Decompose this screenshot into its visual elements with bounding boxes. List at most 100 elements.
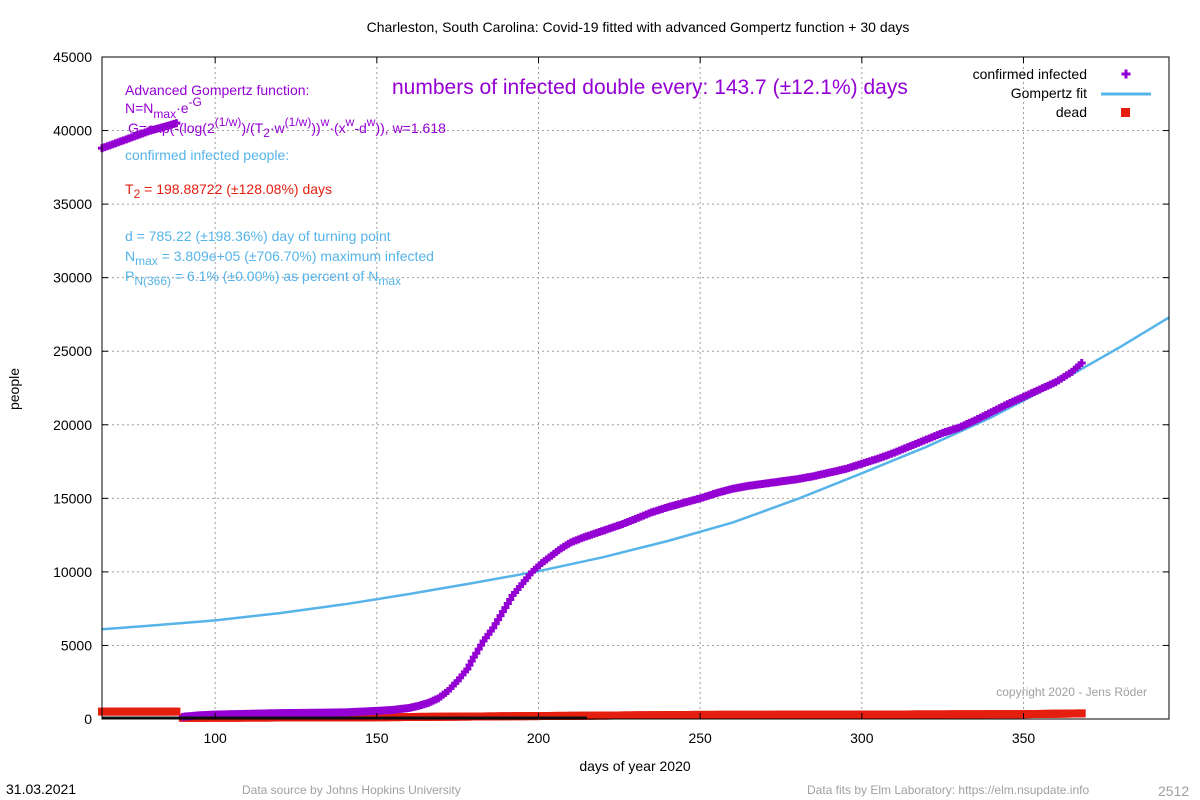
legend-label-fit: Gompertz fit	[1011, 85, 1087, 101]
infected-point	[463, 665, 472, 673]
infected-point	[540, 557, 549, 566]
y-tick-label: 15000	[53, 490, 92, 506]
dead-point	[1077, 709, 1086, 718]
function-n-formula: N=Nmax·e-G	[125, 95, 202, 121]
infected-point	[523, 573, 532, 582]
gompertz-fit-series	[101, 316, 1170, 631]
infected-point	[474, 645, 483, 654]
confirmed-infected-series	[98, 119, 1086, 721]
infected-point	[172, 119, 181, 128]
footer-number: 2512	[1158, 783, 1190, 799]
y-tick-label: 40000	[53, 123, 92, 139]
infected-point	[513, 585, 522, 594]
x-tick-label: 100	[203, 730, 227, 746]
infected-point	[482, 633, 490, 642]
y-tick-label: 45000	[53, 49, 92, 65]
dead-point	[172, 707, 181, 716]
legend: confirmed infected Gompertz fit dead	[973, 66, 1151, 120]
legend-marker-dead	[1121, 108, 1130, 117]
infected-point	[535, 561, 544, 570]
infected-point	[528, 567, 536, 576]
footer-fits: Data fits by Elm Laboratory: https://elm…	[807, 783, 1090, 797]
grid-lines	[102, 57, 1169, 719]
copyright-text: copyright 2020 - Jens Röder	[996, 685, 1147, 699]
function-g-formula: G=exp(-(log(2(1/w))/(T2·w(1/w)))w·(xw-dw…	[128, 115, 446, 140]
infected-point	[448, 681, 457, 690]
infected-point	[532, 563, 541, 572]
infected-point	[441, 688, 450, 697]
infected-point	[465, 661, 474, 670]
infected-point	[1057, 374, 1066, 383]
legend-marker-infected	[1121, 69, 1131, 79]
turning-point-annotation: d = 785.22 (±198.36%) day of turning poi…	[125, 228, 391, 244]
infected-point	[446, 684, 455, 693]
infected-point	[1075, 361, 1084, 370]
x-axis-label: days of year 2020	[579, 758, 691, 774]
infected-point	[508, 591, 517, 600]
legend-label-dead: dead	[1056, 104, 1087, 120]
infected-point	[1054, 376, 1063, 385]
infected-point	[1062, 371, 1071, 380]
infected-point	[467, 657, 476, 666]
infected-point	[554, 546, 563, 555]
infected-point	[552, 548, 561, 556]
nmax-annotation: Nmax = 3.809e+05 (±706.70%) maximum infe…	[125, 248, 434, 268]
infected-point	[444, 687, 452, 695]
y-tick-label: 5000	[61, 637, 92, 653]
footer-date: 31.03.2021	[6, 781, 77, 797]
infected-point	[1051, 378, 1060, 387]
y-tick-label: 30000	[53, 270, 92, 286]
infected-point	[515, 582, 524, 591]
infected-point	[518, 579, 527, 588]
infected-point	[537, 559, 546, 568]
infected-point	[489, 623, 498, 632]
infected-point	[451, 679, 460, 688]
infected-point	[520, 576, 529, 585]
infected-point	[1070, 365, 1079, 374]
infected-point	[439, 690, 448, 699]
infected-point	[496, 611, 505, 620]
infected-point	[547, 551, 556, 560]
x-tick-label: 250	[688, 730, 712, 746]
infected-point	[494, 615, 503, 624]
infected-point	[458, 670, 467, 679]
x-tick-label: 200	[527, 730, 551, 746]
chart-title: Charleston, South Carolina: Covid-19 fit…	[367, 19, 910, 35]
infected-point	[501, 603, 510, 612]
infected-point	[1065, 369, 1074, 378]
infected-point	[1059, 373, 1068, 381]
y-tick-label: 20000	[53, 417, 92, 433]
infected-point	[1072, 363, 1081, 372]
infected-point	[545, 553, 553, 562]
function-title: Advanced Gompertz function:	[125, 82, 309, 98]
infected-point	[469, 653, 478, 662]
infected-point	[525, 570, 534, 579]
infected-point	[453, 676, 462, 685]
percent-annotation: PN(366) = 6.1% (±0.00%) as percent of Nm…	[125, 268, 401, 288]
confirmed-header: confirmed infected people:	[125, 147, 289, 163]
infected-point	[484, 630, 493, 639]
infected-point	[460, 667, 469, 676]
infected-point	[472, 649, 481, 658]
legend-label-infected: confirmed infected	[973, 66, 1087, 82]
infected-point	[1077, 359, 1086, 367]
infected-point	[549, 549, 558, 558]
y-tick-label: 10000	[53, 564, 92, 580]
y-tick-label: 35000	[53, 196, 92, 212]
plot-border	[101, 56, 1170, 720]
chart: Charleston, South Carolina: Covid-19 fit…	[6, 19, 1170, 774]
x-tick-label: 300	[850, 730, 874, 746]
infected-point	[477, 641, 486, 650]
infected-point	[506, 595, 515, 604]
infected-point	[503, 599, 512, 608]
infected-point	[491, 619, 500, 628]
infected-point	[511, 588, 520, 597]
infected-point	[498, 607, 507, 616]
axis-ticks: 100 150 200 250 300 350 0 5000 10000 15000 20000 25…	[53, 49, 1169, 746]
infected-point	[436, 692, 445, 701]
t2-annotation: T2 = 198.88722 (±128.08%) days	[125, 181, 332, 201]
infected-point	[486, 627, 495, 636]
gompertz-fit-line	[101, 316, 1170, 631]
y-tick-label: 0	[84, 711, 92, 727]
infected-point	[479, 637, 488, 645]
